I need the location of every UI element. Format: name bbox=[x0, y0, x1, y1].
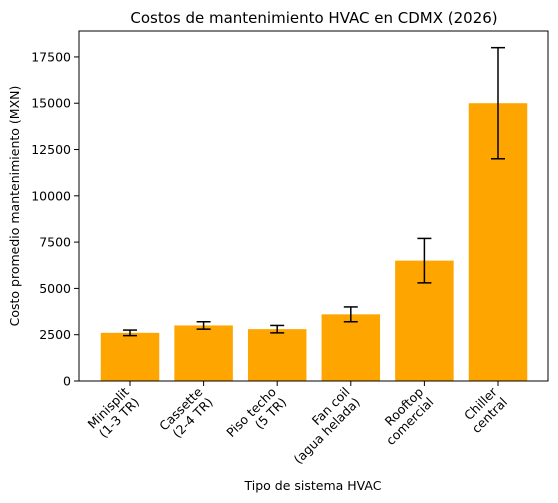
x-axis-label: Tipo de sistema HVAC bbox=[244, 478, 382, 493]
bar bbox=[321, 314, 381, 381]
x-tick-label: Minisplit(1-3 TR) bbox=[84, 384, 142, 441]
bar bbox=[174, 325, 233, 381]
y-axis-label: Costo promedio mantenimiento (MXN) bbox=[7, 86, 22, 327]
y-tick-label: 0 bbox=[63, 374, 71, 389]
chart-title: Costos de mantenimiento HVAC en CDMX (20… bbox=[130, 9, 497, 27]
y-tick-label: 7500 bbox=[39, 235, 71, 250]
x-tick-label: Fan coil(agua helada) bbox=[291, 384, 363, 467]
y-tick-label: 15000 bbox=[31, 96, 71, 111]
y-tick-label: 12500 bbox=[31, 142, 71, 157]
y-tick-label: 17500 bbox=[31, 49, 71, 64]
y-tick-label: 2500 bbox=[39, 327, 71, 342]
x-tick-label: Piso techo(5 TR) bbox=[223, 384, 289, 440]
y-tick-label: 10000 bbox=[31, 188, 71, 203]
x-tick-label: Cassette(2-4 TR) bbox=[156, 384, 215, 441]
bar bbox=[100, 332, 160, 381]
bar bbox=[247, 329, 307, 381]
y-tick-label: 5000 bbox=[39, 281, 71, 296]
plot-frame bbox=[78, 30, 549, 382]
